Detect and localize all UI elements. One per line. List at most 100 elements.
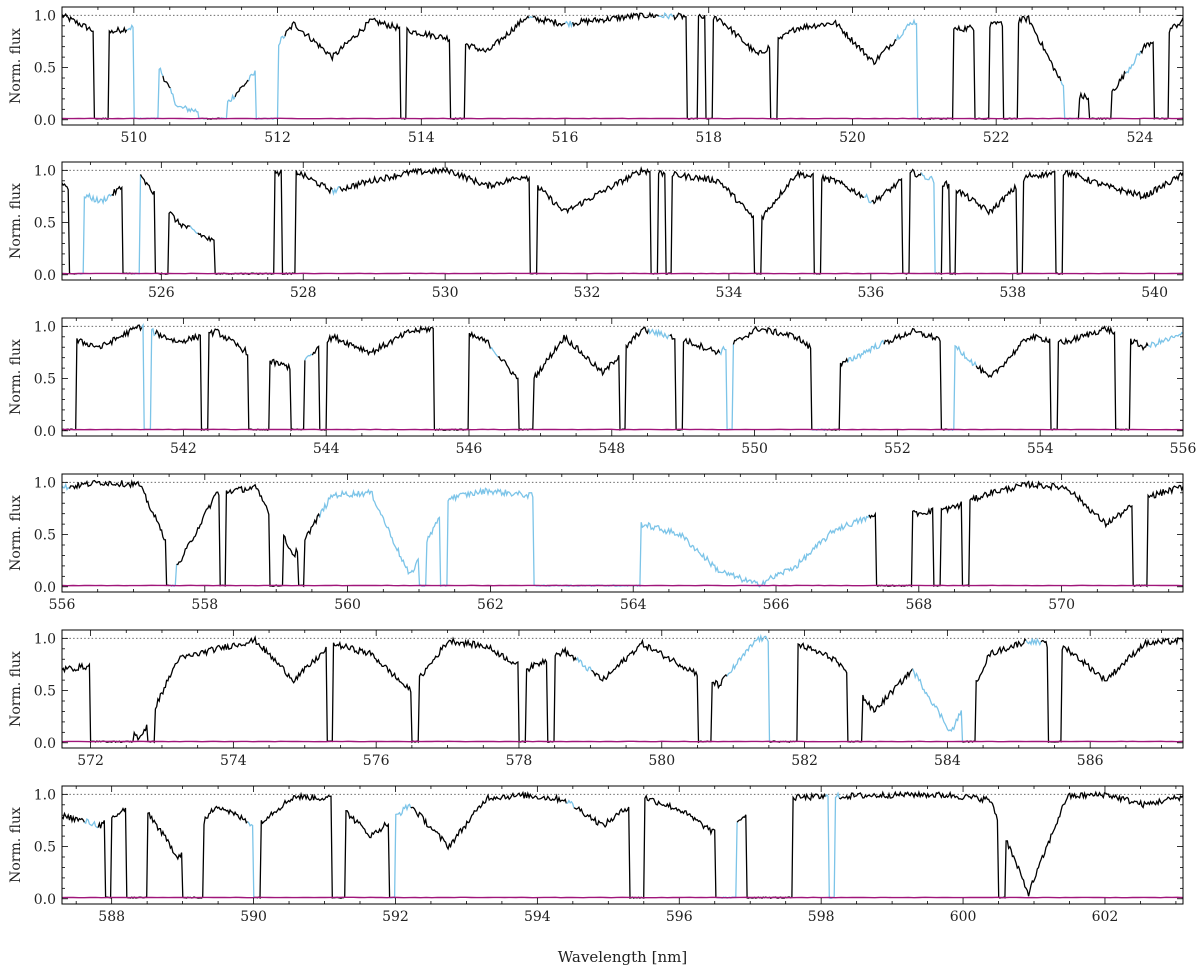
flux-segment — [411, 793, 567, 849]
x-tick-label: 566 — [763, 597, 790, 613]
masked-flux-segment — [84, 819, 98, 828]
flux-segment — [198, 170, 332, 275]
masked-flux-segment — [566, 801, 574, 808]
x-tick-label: 554 — [1027, 441, 1054, 457]
flux-segment — [70, 480, 170, 585]
x-tick-label: 582 — [791, 753, 818, 769]
x-tick-label: 570 — [1048, 597, 1075, 613]
flux-segment — [533, 16, 565, 26]
masked-flux-segment — [1148, 333, 1183, 348]
masked-flux-segment — [390, 804, 411, 898]
x-tick-label: 594 — [524, 909, 551, 925]
masked-flux-segment — [565, 21, 573, 26]
masked-flux-segment — [1126, 51, 1141, 74]
masked-flux-segment — [142, 325, 156, 430]
x-tick-label: 586 — [1077, 753, 1104, 769]
y-tick-label: 0.5 — [34, 528, 56, 544]
masked-flux-segment — [77, 194, 112, 274]
x-tick-label: 598 — [808, 909, 835, 925]
flux-segment — [285, 16, 529, 119]
masked-flux-segment — [897, 21, 918, 119]
masked-flux-segment — [491, 348, 498, 357]
x-tick-label: 590 — [240, 909, 267, 925]
x-tick-label: 556 — [1170, 441, 1197, 457]
y-tick-label: 1.0 — [34, 319, 56, 335]
x-tick-label: 552 — [884, 441, 911, 457]
y-tick-label: 0.0 — [34, 736, 56, 752]
x-tick-label: 512 — [264, 130, 291, 146]
flux-segment — [177, 485, 320, 586]
masked-flux-segment — [727, 636, 769, 742]
x-tick-label: 520 — [839, 130, 866, 146]
flux-segment — [670, 335, 720, 430]
flux-segment — [498, 327, 649, 430]
x-tick-label: 576 — [363, 753, 390, 769]
flux-segment — [235, 81, 249, 97]
x-axis-label: Wavelength [nm] — [558, 948, 687, 966]
flux-segment — [163, 76, 171, 88]
y-axis-label: Norm. flux — [8, 651, 24, 727]
masked-flux-segment — [127, 26, 163, 120]
y-tick-label: 0.5 — [34, 216, 56, 232]
flux-segment — [770, 644, 913, 743]
x-tick-label: 574 — [220, 753, 247, 769]
flux-segment — [839, 792, 1183, 898]
x-tick-label: 578 — [506, 753, 533, 769]
flux-segment — [872, 170, 922, 275]
x-tick-label: 556 — [49, 597, 76, 613]
y-axis-label: Norm. flux — [8, 495, 24, 571]
x-tick-label: 514 — [408, 130, 435, 146]
y-axis-label: Norm. flux — [8, 28, 24, 104]
flux-segment — [112, 187, 133, 274]
x-tick-label: 580 — [648, 753, 675, 769]
x-tick-label: 550 — [741, 441, 768, 457]
panel-frame — [62, 162, 1183, 280]
panel-frame — [62, 318, 1183, 436]
masked-flux-segment — [576, 658, 591, 671]
flux-segment — [62, 637, 576, 742]
flux-segment — [254, 794, 390, 898]
x-tick-label: 518 — [695, 130, 722, 146]
x-tick-label: 564 — [620, 597, 647, 613]
y-tick-label: 0.0 — [34, 580, 56, 596]
flux-segment — [312, 327, 490, 430]
masked-flux-segment — [133, 174, 141, 274]
masked-flux-segment — [921, 173, 935, 274]
x-tick-label: 584 — [934, 753, 961, 769]
x-tick-label: 546 — [456, 441, 483, 457]
x-tick-label: 526 — [148, 285, 175, 301]
y-tick-label: 1.0 — [34, 163, 56, 179]
flux-segment — [827, 359, 848, 430]
y-tick-label: 0.0 — [34, 892, 56, 908]
masked-flux-segment — [948, 346, 977, 430]
panel-frame — [62, 7, 1183, 125]
masked-flux-segment — [826, 793, 840, 898]
flux-segment — [869, 482, 1183, 587]
masked-flux-segment — [169, 564, 177, 586]
masked-flux-segment — [659, 13, 674, 18]
masked-flux-segment — [716, 822, 737, 898]
y-tick-label: 1.0 — [34, 8, 56, 24]
x-tick-label: 530 — [432, 285, 459, 301]
x-tick-label: 536 — [857, 285, 884, 301]
masked-flux-segment — [649, 329, 670, 339]
flux-segment — [573, 13, 659, 25]
y-tick-label: 0.5 — [34, 372, 56, 388]
flux-segment — [62, 814, 84, 823]
x-tick-label: 510 — [120, 130, 147, 146]
flux-segment — [1041, 638, 1183, 742]
masked-flux-segment — [249, 36, 285, 119]
x-tick-label: 558 — [191, 597, 218, 613]
y-tick-label: 0.5 — [34, 684, 56, 700]
flux-segment — [976, 327, 1148, 431]
x-tick-label: 592 — [382, 909, 409, 925]
flux-segment — [963, 639, 1027, 742]
